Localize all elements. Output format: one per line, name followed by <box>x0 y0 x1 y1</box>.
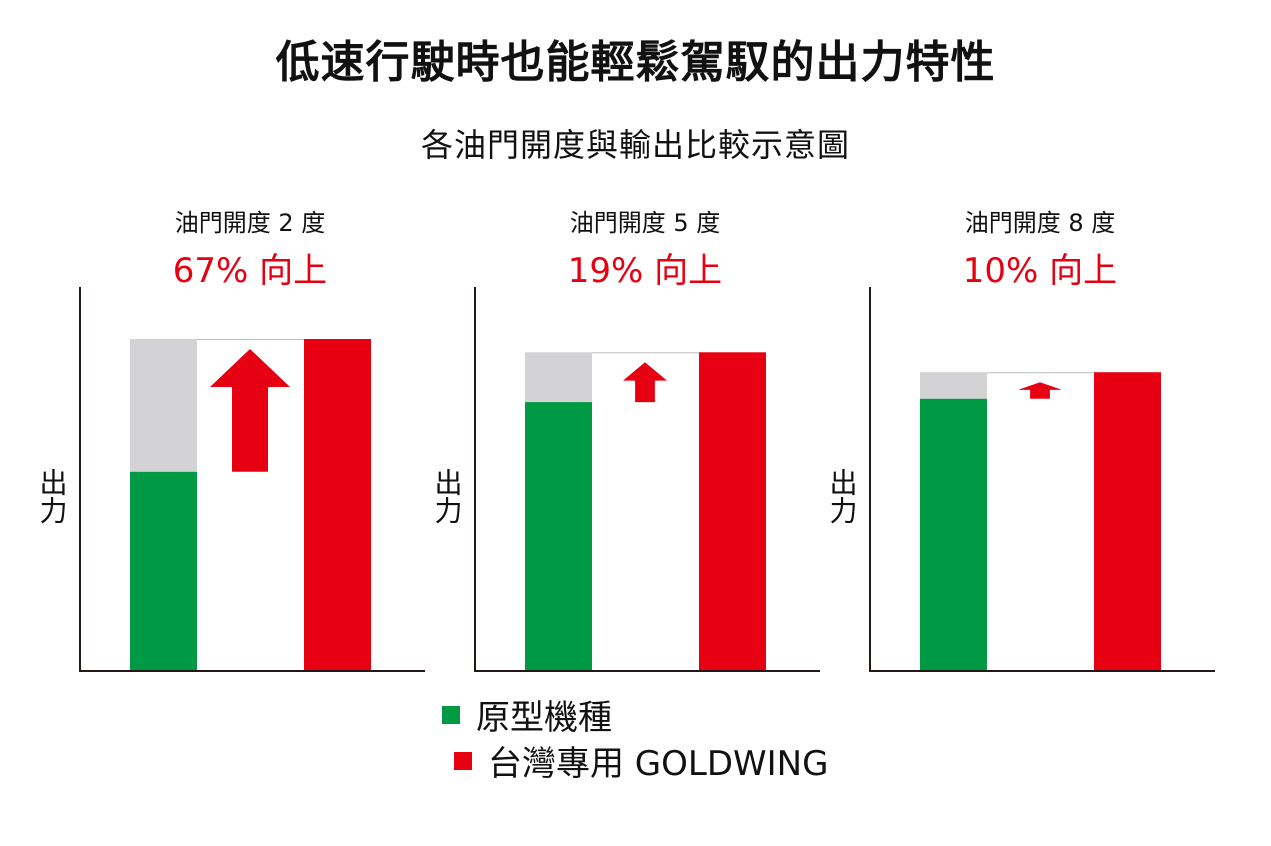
improvement-label: 10% 向上 <box>963 251 1117 291</box>
page-title: 低速行駛時也能輕鬆駕馭的出力特性 <box>275 37 996 88</box>
bar-original <box>130 471 197 671</box>
legend-label-original: 原型機種 <box>476 698 612 738</box>
bar-goldwing <box>699 352 766 671</box>
legend-item-goldwing: 台灣專用 GOLDWING <box>454 736 828 785</box>
improvement-label: 19% 向上 <box>568 251 722 291</box>
chart-title: 油門開度 5 度 <box>570 209 721 237</box>
y-axis-label: 出力 <box>431 468 464 524</box>
y-axis-label: 出力 <box>826 468 859 524</box>
improvement-label: 67% 向上 <box>173 251 327 291</box>
gap-region <box>525 352 592 403</box>
increase-arrow-icon <box>210 349 290 472</box>
bar-original <box>920 398 987 671</box>
page-subtitle: 各油門開度與輸出比較示意圖 <box>420 126 850 164</box>
legend-swatch-goldwing <box>454 751 472 770</box>
legend-swatch-original <box>442 705 460 724</box>
gap-region <box>920 372 987 399</box>
chart-title: 油門開度 2 度 <box>175 209 326 237</box>
legend-label-goldwing: 台灣專用 GOLDWING <box>488 744 829 784</box>
gap-region <box>130 339 197 472</box>
legend-item-original: 原型機種 <box>442 690 612 739</box>
bar-goldwing <box>1094 372 1161 671</box>
increase-arrow-icon <box>1018 382 1062 399</box>
bar-original <box>525 402 592 671</box>
y-axis-label: 出力 <box>36 468 69 524</box>
bar-goldwing <box>304 339 371 671</box>
increase-arrow-icon <box>623 362 667 403</box>
chart-title: 油門開度 8 度 <box>965 209 1116 237</box>
